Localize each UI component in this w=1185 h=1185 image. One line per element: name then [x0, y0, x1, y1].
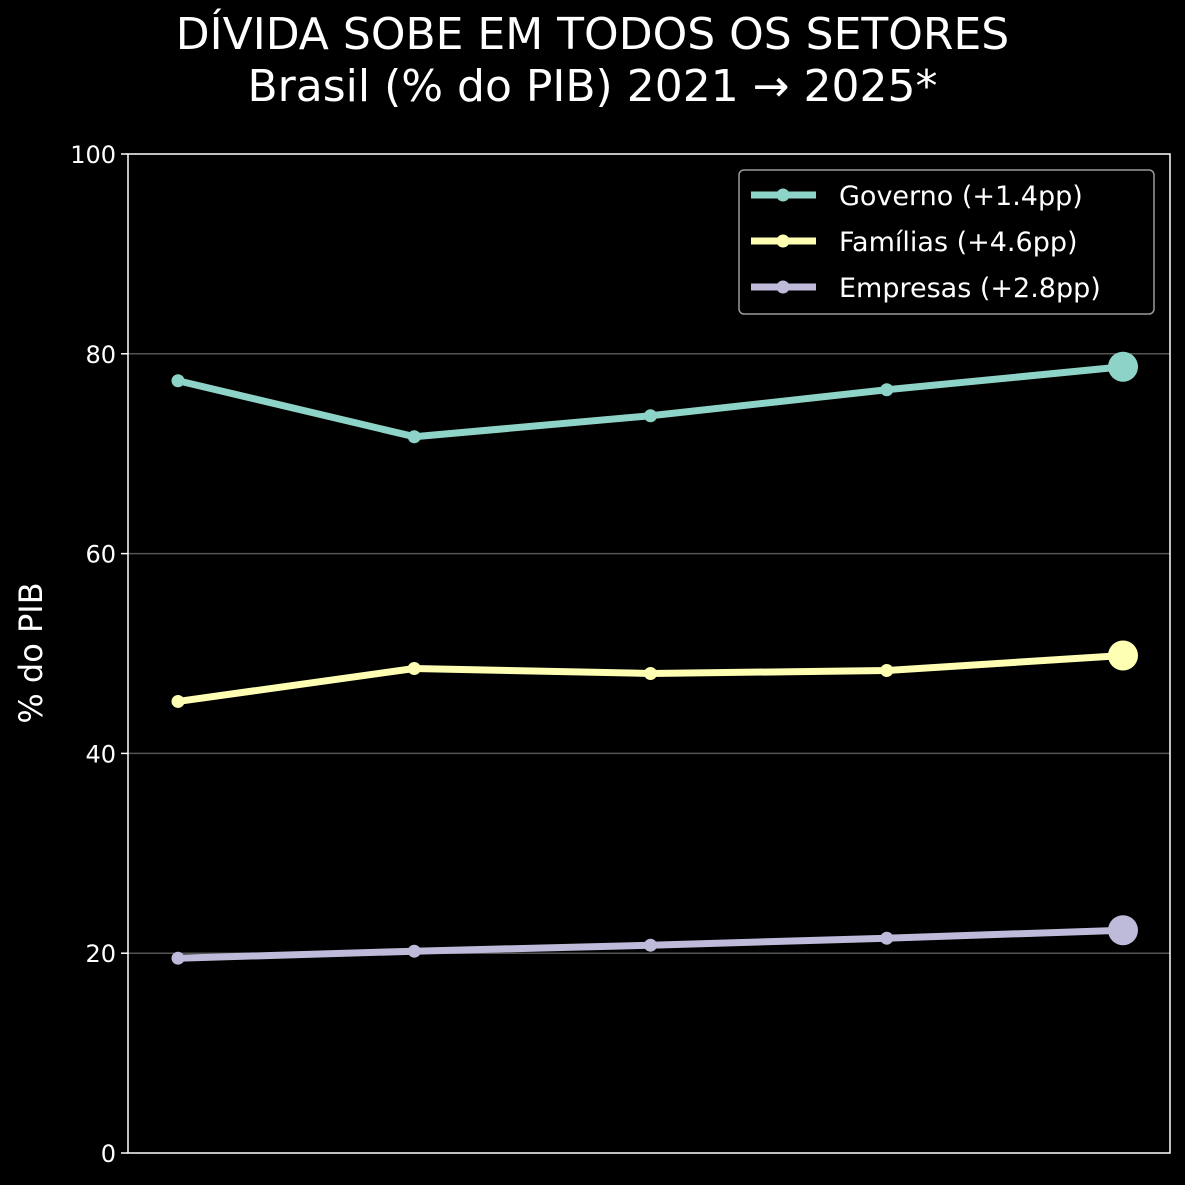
grid-lines: [128, 353, 1170, 954]
y-tick-label: 60: [85, 541, 116, 569]
series-2: [171, 915, 1138, 965]
legend-label: Famílias (+4.6pp): [839, 227, 1078, 258]
legend-box: [738, 169, 1155, 315]
legend-marker: [776, 234, 790, 248]
plot-frame: [127, 153, 1171, 1154]
legend-marker: [776, 188, 790, 202]
series-0: [171, 351, 1138, 444]
data-point: [171, 951, 185, 965]
series-layer: [171, 351, 1138, 965]
data-point: [644, 409, 657, 423]
data-point: [407, 944, 421, 958]
series-1: [171, 640, 1138, 708]
data-point: [644, 666, 657, 680]
data-point: [407, 430, 421, 444]
data-point: [407, 661, 421, 675]
data-point: [880, 663, 894, 677]
legend-label: Empresas (+2.8pp): [839, 273, 1101, 304]
y-axis-label: % do PIB: [12, 582, 50, 723]
y-axis: 0 20 40 60 80 100: [70, 141, 128, 1168]
legend-label: Governo (+1.4pp): [839, 181, 1083, 212]
chart-subtitle: Brasil (% do PIB) 2021 → 2025*: [247, 61, 938, 112]
legend: Governo (+1.4pp) Famílias (+4.6pp) Empresa…: [738, 169, 1155, 315]
data-point: [171, 694, 185, 708]
y-tick-label: 80: [85, 341, 116, 369]
chart-title: DÍVIDA SOBE EM TODOS OS SETORES: [175, 9, 1010, 60]
data-point: [880, 383, 894, 397]
data-point: [880, 931, 894, 945]
highlight-point: [1108, 351, 1138, 382]
series-line: [174, 363, 1127, 441]
y-tick-label: 0: [101, 1140, 116, 1168]
highlight-point: [1108, 640, 1138, 671]
y-tick-label: 20: [85, 940, 116, 968]
data-point: [644, 938, 657, 952]
data-point: [171, 374, 185, 388]
y-tick-label: 40: [85, 740, 116, 768]
highlight-point: [1108, 915, 1138, 946]
y-tick-label: 100: [70, 141, 116, 169]
legend-marker: [776, 280, 790, 294]
